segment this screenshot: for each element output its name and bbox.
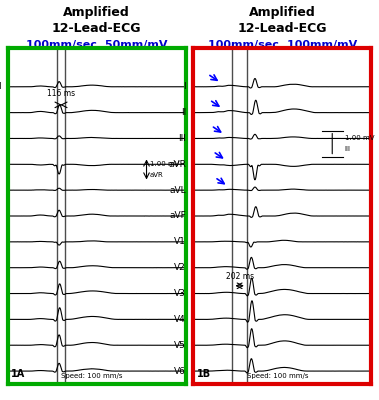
Text: 116 ms: 116 ms <box>47 89 75 98</box>
Text: 1.00 mV: 1.00 mV <box>345 136 374 142</box>
Text: 1.00 mV: 1.00 mV <box>150 161 180 167</box>
Text: Amplified: Amplified <box>249 6 316 19</box>
Text: 202 ms: 202 ms <box>226 272 254 281</box>
Text: II: II <box>181 108 186 117</box>
Text: Amplified: Amplified <box>63 6 130 19</box>
Text: aVF: aVF <box>169 212 186 220</box>
Text: Speed: 100 mm/s: Speed: 100 mm/s <box>247 373 308 379</box>
Text: 12-Lead-ECG: 12-Lead-ECG <box>238 22 327 35</box>
Text: V3: V3 <box>174 289 186 298</box>
Text: 1A: 1A <box>11 369 25 379</box>
Text: III: III <box>178 134 186 143</box>
Text: V1: V1 <box>174 237 186 246</box>
Text: aVR: aVR <box>150 172 164 178</box>
Text: III: III <box>345 146 351 152</box>
Text: V6: V6 <box>174 366 186 376</box>
Text: V2: V2 <box>174 263 186 272</box>
Text: 12-Lead-ECG: 12-Lead-ECG <box>52 22 141 35</box>
Text: I: I <box>183 82 186 91</box>
Text: V4: V4 <box>174 315 186 324</box>
Text: Speed: 100 mm/s: Speed: 100 mm/s <box>61 373 122 379</box>
Text: 1B: 1B <box>197 369 211 379</box>
Text: aVL: aVL <box>169 186 186 195</box>
Text: aVR: aVR <box>168 160 186 169</box>
Text: 100mm/sec, 100mm/mV: 100mm/sec, 100mm/mV <box>208 40 357 50</box>
Text: 100mm/sec, 50mm/mV: 100mm/sec, 50mm/mV <box>26 40 168 50</box>
Text: V5: V5 <box>174 341 186 350</box>
